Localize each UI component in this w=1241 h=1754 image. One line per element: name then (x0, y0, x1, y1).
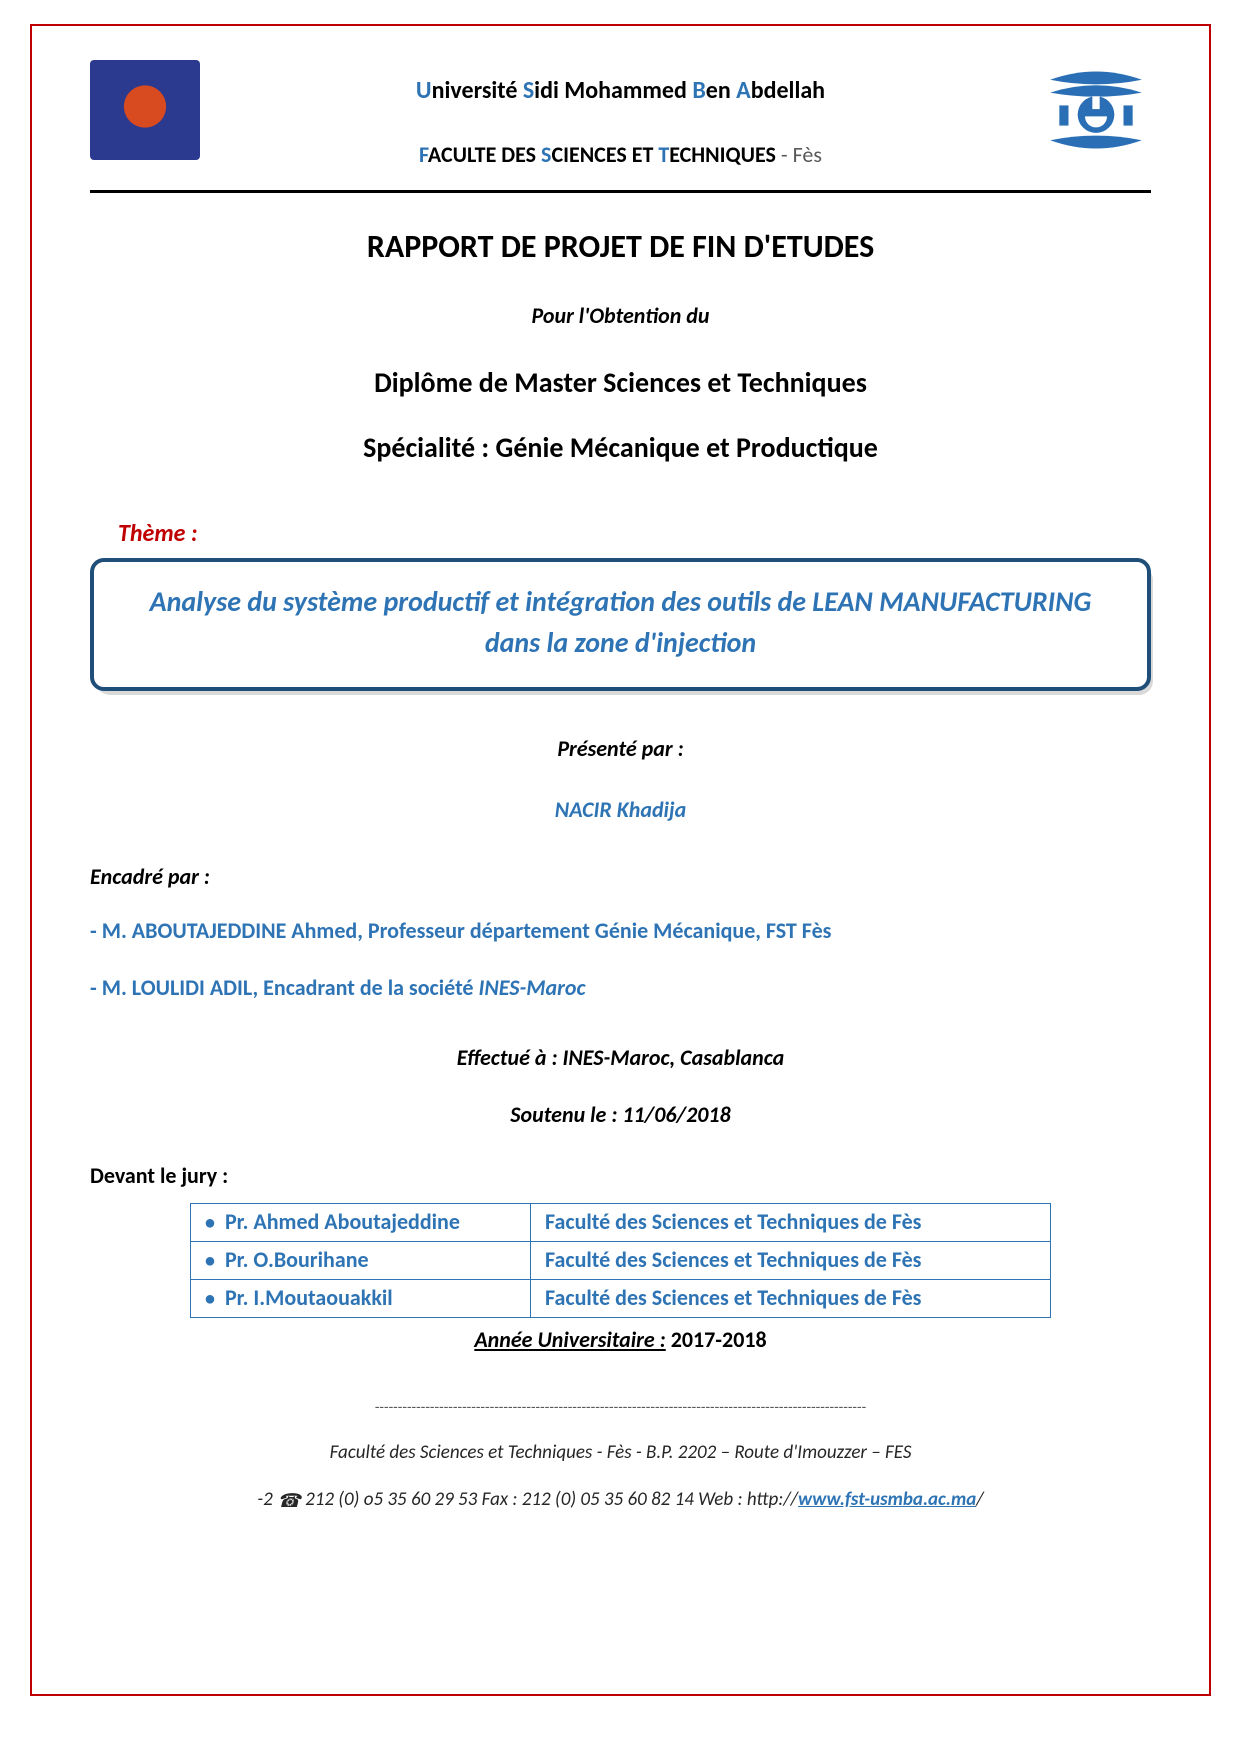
author-name: NACIR Khadija (90, 796, 1151, 823)
table-row: •Pr. O.Bourihane Faculté des Sciences et… (191, 1241, 1051, 1279)
page-content: Université Sidi Mohammed Ben Abdellah FA… (90, 60, 1151, 1513)
cap-letter: U (416, 76, 432, 105)
cap-letter: T (658, 141, 669, 168)
supervisor-2: - M. LOULIDI ADIL, Encadrant de la socié… (90, 973, 1151, 1004)
faculty-logo-right (1041, 60, 1151, 160)
theme-box-wrap: Analyse du système productif et intégrat… (90, 558, 1151, 691)
year-value: 2017-2018 (666, 1326, 767, 1353)
bullet-icon: • (205, 1287, 225, 1311)
supervised-by-label: Encadré par : (90, 863, 1151, 890)
bullet-icon: • (205, 1211, 225, 1235)
speciality-line: Spécialité : Génie Mécanique et Producti… (90, 430, 1151, 465)
jury-name: Pr. Ahmed Aboutajeddine (225, 1208, 460, 1235)
phone-icon: ☎ (277, 1490, 301, 1513)
theme-text: Analyse du système productif et intégrat… (124, 582, 1117, 663)
company-name: INES-Maroc (478, 974, 585, 1001)
page: Université Sidi Mohammed Ben Abdellah FA… (0, 0, 1241, 1754)
jury-name: Pr. O.Bourihane (225, 1246, 369, 1273)
year-label: Année Universitaire : (474, 1326, 665, 1353)
table-row: •Pr. I.Moutaouakkil Faculté des Sciences… (191, 1279, 1051, 1317)
supervisor-1: - M. ABOUTAJEDDINE Ahmed, Professeur dép… (90, 916, 1151, 947)
jury-affiliation: Faculté des Sciences et Techniques de Fè… (531, 1241, 1051, 1279)
academic-year: Année Universitaire : 2017-2018 (90, 1326, 1151, 1353)
cap-letter: B (692, 76, 705, 105)
cap-letter: S (523, 76, 534, 105)
header: Université Sidi Mohammed Ben Abdellah FA… (90, 60, 1151, 168)
header-divider (90, 190, 1151, 193)
jury-affiliation: Faculté des Sciences et Techniques de Fè… (531, 1279, 1051, 1317)
footer-contact: -2 ☎ 212 (0) o5 35 60 29 53 Fax : 212 (0… (90, 1488, 1151, 1513)
for-obtaining: Pour l'Obtention du (90, 302, 1151, 329)
website-link[interactable]: www.fst-usmba.ac.ma (798, 1488, 976, 1511)
done-at: Effectué à : INES-Maroc, Casablanca (90, 1044, 1151, 1071)
faculty-suffix: - Fès (776, 141, 822, 168)
diploma-line: Diplôme de Master Sciences et Techniques (90, 365, 1151, 400)
faculty-name: FACULTE DES SCIENCES ET TECHNIQUES - Fès (210, 141, 1031, 168)
bullet-icon: • (205, 1249, 225, 1273)
cap-letter: A (736, 76, 751, 105)
footer-address: Faculté des Sciences et Techniques - Fès… (90, 1441, 1151, 1464)
report-title: RAPPORT DE PROJET DE FIN D'ETUDES (90, 227, 1151, 266)
university-name: Université Sidi Mohammed Ben Abdellah (210, 76, 1031, 105)
theme-label: Thème : (118, 519, 1151, 548)
header-center: Université Sidi Mohammed Ben Abdellah FA… (200, 60, 1041, 168)
separator-dashes: ----------------------------------------… (90, 1399, 1151, 1417)
university-logo-left (90, 60, 200, 160)
defended-on: Soutenu le : 11/06/2018 (90, 1101, 1151, 1128)
theme-box: Analyse du système productif et intégrat… (90, 558, 1151, 691)
table-row: •Pr. Ahmed Aboutajeddine Faculté des Sci… (191, 1203, 1051, 1241)
jury-label: Devant le jury : (90, 1162, 1151, 1189)
jury-table: •Pr. Ahmed Aboutajeddine Faculté des Sci… (190, 1203, 1051, 1318)
jury-affiliation: Faculté des Sciences et Techniques de Fè… (531, 1203, 1051, 1241)
cap-letter: S (541, 141, 551, 168)
cap-letter: F (419, 141, 428, 168)
presented-by-label: Présenté par : (90, 735, 1151, 762)
jury-name: Pr. I.Moutaouakkil (225, 1284, 393, 1311)
